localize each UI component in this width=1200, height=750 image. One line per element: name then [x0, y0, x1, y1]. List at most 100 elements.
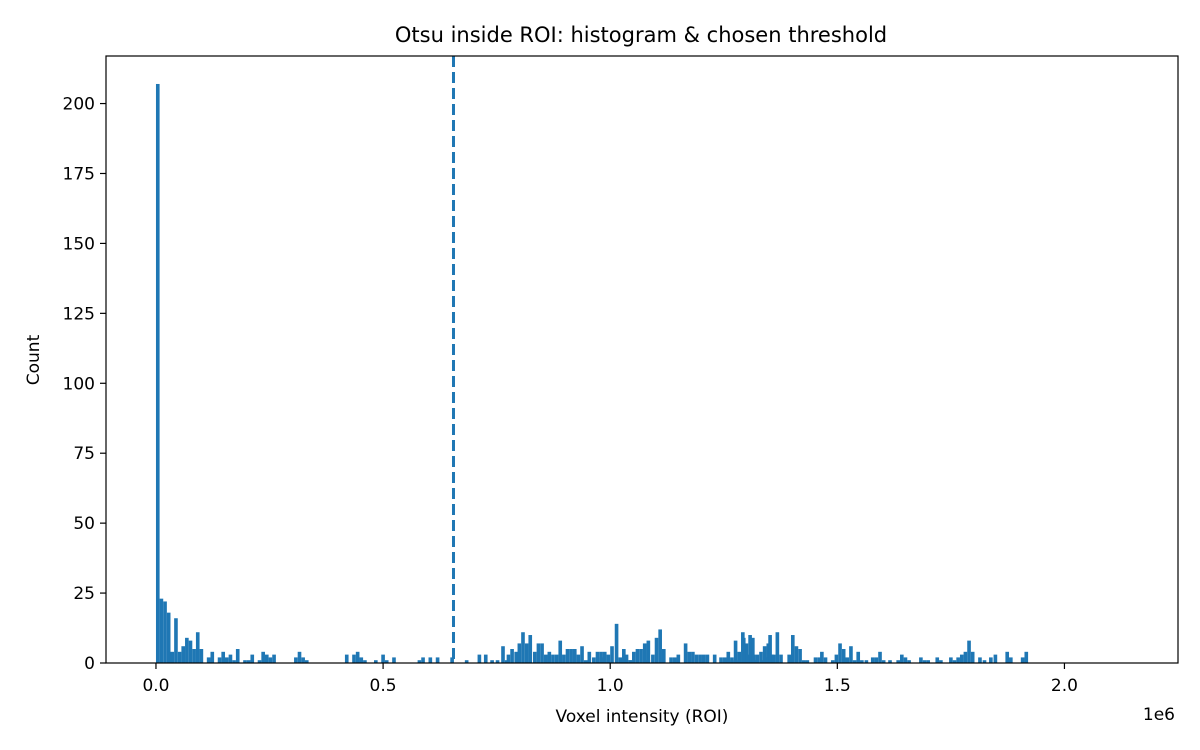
histogram-bar	[562, 654, 566, 663]
histogram-bar	[801, 660, 806, 663]
histogram-bar	[170, 651, 175, 663]
histogram-bar	[225, 657, 229, 663]
y-tick-label: 50	[73, 514, 95, 534]
y-tick-label: 200	[63, 95, 95, 115]
histogram-bar	[768, 635, 772, 663]
histogram-bar	[963, 651, 968, 663]
histogram-bar	[421, 657, 425, 663]
histogram-bar	[565, 649, 570, 663]
histogram-bar	[464, 660, 469, 663]
histogram-bar	[642, 643, 647, 663]
histogram-bar	[737, 654, 742, 663]
histogram-bar	[672, 657, 677, 663]
histogram-bar	[185, 637, 189, 663]
histogram-bar	[748, 635, 752, 663]
plot-frame	[105, 55, 1179, 664]
histogram-bar	[374, 660, 378, 663]
y-tick-label: 150	[63, 234, 95, 254]
histogram-bar	[745, 654, 750, 663]
histogram-bar	[417, 660, 422, 663]
y-tick-label: 25	[73, 584, 95, 604]
histogram-bar	[874, 657, 879, 663]
histogram-bar	[993, 654, 998, 663]
histogram-bar	[257, 660, 262, 663]
histogram-bar	[163, 601, 167, 663]
histogram-bar	[751, 637, 755, 663]
histogram-bar	[551, 654, 555, 663]
histogram-bar	[392, 657, 396, 663]
histogram-bar	[506, 654, 511, 663]
histogram-bar	[228, 654, 233, 663]
histogram-bar	[243, 660, 247, 663]
histogram-bar	[177, 651, 182, 663]
histogram-bar	[592, 657, 596, 663]
histogram-bar	[817, 657, 821, 663]
histogram-bar	[798, 649, 802, 663]
histogram-bar	[967, 640, 971, 663]
histogram-bar	[428, 657, 433, 663]
histogram-bar	[624, 654, 629, 663]
histogram-bar	[384, 660, 389, 663]
histogram-bar	[1009, 657, 1013, 663]
histogram-bar	[820, 651, 824, 663]
histogram-bar	[268, 657, 273, 663]
histogram-bar	[849, 646, 853, 663]
histogram-bar	[755, 654, 760, 663]
histogram-bar	[264, 654, 269, 663]
histogram-bar	[705, 654, 710, 663]
histogram-bar	[733, 640, 738, 663]
histogram-bar	[192, 649, 196, 663]
histogram-bar	[771, 654, 776, 663]
histogram-bar	[495, 660, 500, 663]
histogram-bar	[676, 654, 681, 663]
histogram-bar	[654, 637, 659, 663]
histogram-bar	[558, 640, 563, 663]
histogram-bar	[599, 651, 603, 663]
histogram-bar	[221, 651, 226, 663]
histogram-bar	[726, 651, 731, 663]
histogram-bar	[845, 657, 850, 663]
histogram-bar	[352, 654, 356, 663]
histogram-bar	[159, 598, 164, 663]
histogram-bar	[935, 657, 940, 663]
histogram-bar	[628, 660, 632, 663]
histogram-bar	[188, 640, 193, 663]
x-tick-label: 1.0	[597, 676, 624, 696]
histogram-bar	[583, 660, 588, 663]
histogram-bar	[759, 651, 763, 663]
histogram-bar	[881, 660, 886, 663]
histogram-bar	[888, 660, 892, 663]
histogram-bar	[450, 657, 454, 663]
histogram-bar	[658, 629, 662, 663]
histogram-bar	[435, 657, 440, 663]
histogram-bar	[903, 657, 908, 663]
histogram-bar	[166, 612, 171, 663]
histogram-bar	[301, 657, 305, 663]
chart-title: Otsu inside ROI: histogram & chosen thre…	[395, 23, 887, 47]
y-tick-label: 100	[63, 374, 95, 394]
histogram-bar	[698, 654, 702, 663]
histogram-bar	[694, 654, 699, 663]
histogram-bar	[639, 649, 643, 663]
histogram-bar	[635, 649, 640, 663]
histogram-bar	[719, 657, 723, 663]
histogram-bar	[569, 649, 573, 663]
histogram-bar	[514, 651, 518, 663]
histogram-bar	[547, 651, 552, 663]
histogram-bar	[956, 657, 960, 663]
histogram-bar	[762, 646, 767, 663]
histogram-bar	[691, 651, 695, 663]
histogram-bar	[622, 649, 626, 663]
x-tick-label: 1.5	[824, 676, 851, 696]
histogram-bar	[606, 654, 611, 663]
histogram-bar	[517, 643, 522, 663]
histogram-bar	[554, 654, 559, 663]
histogram-bar	[206, 657, 211, 663]
histogram-bar	[1005, 651, 1010, 663]
x-axis-offset-label: 1e6	[1143, 705, 1175, 725]
histogram-bar	[210, 651, 215, 663]
histogram-bar	[501, 646, 505, 663]
histogram-bar	[217, 657, 222, 663]
histogram-bar	[939, 660, 943, 663]
histogram-bar	[761, 660, 766, 663]
